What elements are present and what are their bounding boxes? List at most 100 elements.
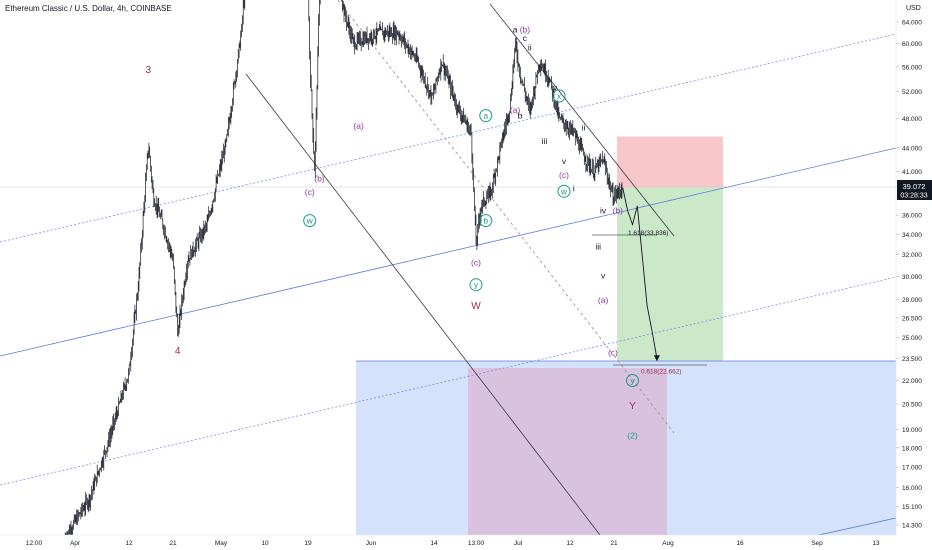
wave-label: (b) bbox=[520, 25, 531, 35]
trend-line-resistance bbox=[489, 3, 675, 237]
y-tick-label: 52.000 bbox=[902, 89, 922, 96]
wave-label: ii bbox=[528, 42, 532, 52]
y-axis-background bbox=[896, 0, 932, 550]
wave-label: (c) bbox=[471, 257, 481, 267]
y-tick-label: 34.000 bbox=[902, 232, 922, 239]
y-tick-label: 19.000 bbox=[902, 427, 922, 434]
x-tick-label: 14 bbox=[430, 540, 438, 547]
y-tick-label: 23.500 bbox=[902, 356, 922, 363]
pink-dashed-line bbox=[337, 0, 675, 434]
y-tick-label: 30.000 bbox=[902, 274, 922, 281]
wave-label: (2) bbox=[627, 431, 638, 441]
price-tag-value: 39.072 bbox=[903, 182, 926, 191]
price-tag-box bbox=[897, 180, 932, 200]
wave-label: y bbox=[630, 376, 635, 386]
current-price-tag: 39.072 03:28:33 bbox=[897, 180, 932, 200]
wave-labels-layer: 34(c)(b)w(a)(b)ab(c)yWca(b)cii(a)biivxii… bbox=[146, 25, 639, 441]
y-tick-label: 14.300 bbox=[902, 523, 922, 530]
wave-label: (a) bbox=[510, 105, 521, 115]
wave-label: W bbox=[471, 301, 481, 312]
wave-label-circle bbox=[552, 89, 566, 103]
wave-label: (b) bbox=[613, 205, 624, 215]
forecast-path bbox=[622, 187, 658, 359]
wave-label: v bbox=[562, 156, 567, 166]
x-tick-label: 12 bbox=[566, 540, 574, 547]
channel-upper-dotted bbox=[0, 33, 897, 243]
currency-label: USD bbox=[906, 5, 921, 12]
wave-label: (c) bbox=[608, 347, 618, 357]
wave-label: b bbox=[483, 216, 488, 226]
wave-label: Y bbox=[629, 401, 636, 412]
wave-label-circle bbox=[303, 214, 317, 228]
wave-label-circle bbox=[479, 109, 493, 123]
candles-layer bbox=[64, 0, 623, 535]
drawing-lines bbox=[0, 0, 897, 549]
x-tick-label: Sep bbox=[811, 540, 823, 547]
y-tick-label: 32.000 bbox=[902, 252, 922, 259]
wave-label: (c) bbox=[559, 170, 569, 180]
y-tick-label: 17.000 bbox=[902, 464, 922, 471]
wave-label-circle bbox=[626, 374, 639, 387]
fib-level-label: 1.618(33.836) bbox=[628, 230, 668, 237]
price-tag-countdown: 03:28:33 bbox=[900, 193, 927, 200]
wave-label: (a) bbox=[598, 295, 609, 305]
x-tick-label: 21 bbox=[169, 540, 177, 547]
y-tick-label: 25.000 bbox=[902, 335, 922, 342]
wave-label: (c) bbox=[305, 187, 315, 197]
y-tick-label: 60.000 bbox=[902, 41, 922, 48]
wave-label: a bbox=[513, 25, 518, 35]
channel-lower-line bbox=[0, 147, 897, 357]
wave-label-circle bbox=[469, 278, 483, 292]
x-tick-label: 13 bbox=[872, 540, 880, 547]
wave-label: iii bbox=[542, 136, 548, 146]
wave-label: (b) bbox=[314, 173, 325, 183]
x-tick-label: 19 bbox=[304, 540, 312, 547]
y-tick-label: 56.000 bbox=[902, 64, 922, 71]
x-tick-label: Jun bbox=[366, 540, 377, 547]
zones-layer bbox=[356, 136, 896, 535]
fib-level-label: 0.618(22.662) bbox=[641, 369, 681, 376]
y-tick-label: 36.000 bbox=[902, 213, 922, 220]
trend-line-long bbox=[245, 73, 601, 536]
x-axis-background bbox=[0, 535, 932, 550]
x-tick-label: Jul bbox=[514, 540, 523, 547]
y-tick-label: 44.000 bbox=[902, 145, 922, 152]
wave-label: 3 bbox=[146, 65, 152, 76]
wave-label: (a) bbox=[353, 121, 364, 131]
wave-label: 4 bbox=[175, 346, 181, 357]
y-axis[interactable]: 64.000 60.000 56.000 52.000 48.000 44.000 41.0… bbox=[895, 0, 932, 550]
wave-label: i bbox=[573, 184, 575, 194]
y-tick-label: 41.000 bbox=[902, 169, 922, 176]
y-tick-label: 48.000 bbox=[902, 116, 922, 123]
wave-label: c bbox=[523, 33, 528, 43]
y-tick-label: 22.000 bbox=[902, 378, 922, 385]
x-tick-label: 21 bbox=[610, 540, 618, 547]
y-tick-label: 16.000 bbox=[902, 485, 922, 492]
x-axis[interactable]: 12:00 Apr 12 21 May 10 19 Jun 14 13:00 Jul 12 21 Aug 1… bbox=[0, 534, 932, 550]
overlap-zone-box bbox=[468, 368, 667, 535]
wave-label: y bbox=[474, 280, 479, 290]
x-tick-label: 12:00 bbox=[26, 540, 43, 547]
wave-label: v bbox=[601, 271, 606, 281]
x-tick-label: 16 bbox=[736, 540, 744, 547]
x-tick-label: 12 bbox=[125, 540, 133, 547]
y-tick-label: 26.500 bbox=[902, 315, 922, 322]
chart-title: Ethereum Classic / U.S. Dollar, 4h, COIN… bbox=[5, 4, 172, 13]
y-tick-label: 15.100 bbox=[902, 504, 922, 511]
x-tick-label: Aug bbox=[662, 540, 674, 547]
forecast-layer bbox=[622, 187, 660, 362]
channel-mid-dotted bbox=[0, 276, 897, 486]
wave-label: iv bbox=[600, 205, 607, 215]
stop-loss-zone bbox=[617, 136, 723, 188]
fib-labels-layer: 1.618(33.836) 0.618(22.662) bbox=[628, 230, 681, 376]
wave-label: w bbox=[306, 216, 314, 226]
y-tick-label: 18.000 bbox=[902, 445, 922, 452]
y-tick-label: 64.000 bbox=[902, 20, 922, 27]
y-tick-label: 20.500 bbox=[902, 402, 922, 409]
wave-label: x bbox=[557, 91, 562, 101]
wave-label: ii bbox=[582, 123, 586, 133]
x-tick-label: 13:00 bbox=[468, 540, 485, 547]
wave-label: b bbox=[518, 111, 523, 121]
wave-label: iv bbox=[551, 82, 558, 92]
